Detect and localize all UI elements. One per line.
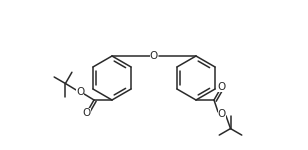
Text: O: O: [217, 82, 226, 92]
Text: O: O: [82, 108, 91, 118]
Text: O: O: [76, 87, 84, 97]
Text: O: O: [218, 109, 226, 119]
Text: O: O: [150, 51, 158, 61]
